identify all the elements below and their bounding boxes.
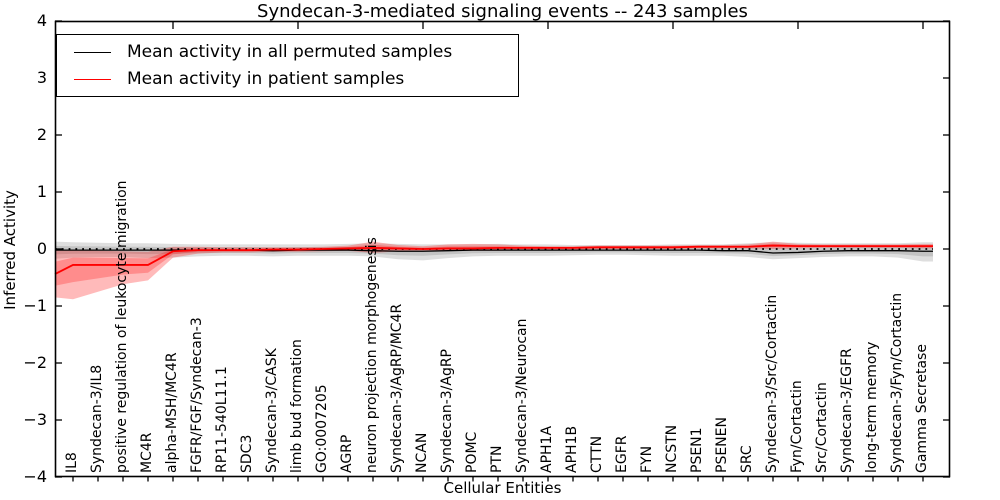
legend-row-patient: Mean activity in patient samples xyxy=(57,69,518,89)
legend-label-permuted: Mean activity in all permuted samples xyxy=(127,42,453,62)
permuted-line-sample xyxy=(74,51,111,53)
confidence-band-inner xyxy=(55,245,933,257)
legend: Mean activity in all permuted samples Me… xyxy=(56,34,519,97)
patient-mean-line xyxy=(54,244,933,275)
legend-label-patient: Mean activity in patient samples xyxy=(127,69,405,89)
legend-row-permuted: Mean activity in all permuted samples xyxy=(57,42,518,62)
confidence-band xyxy=(55,241,933,300)
patient-line-sample xyxy=(74,78,111,80)
y-axis-label: Inferred Activity xyxy=(1,190,19,310)
chart-title: Syndecan-3-mediated signaling events -- … xyxy=(257,1,748,22)
x-axis-label: Cellular Entities xyxy=(443,479,562,497)
